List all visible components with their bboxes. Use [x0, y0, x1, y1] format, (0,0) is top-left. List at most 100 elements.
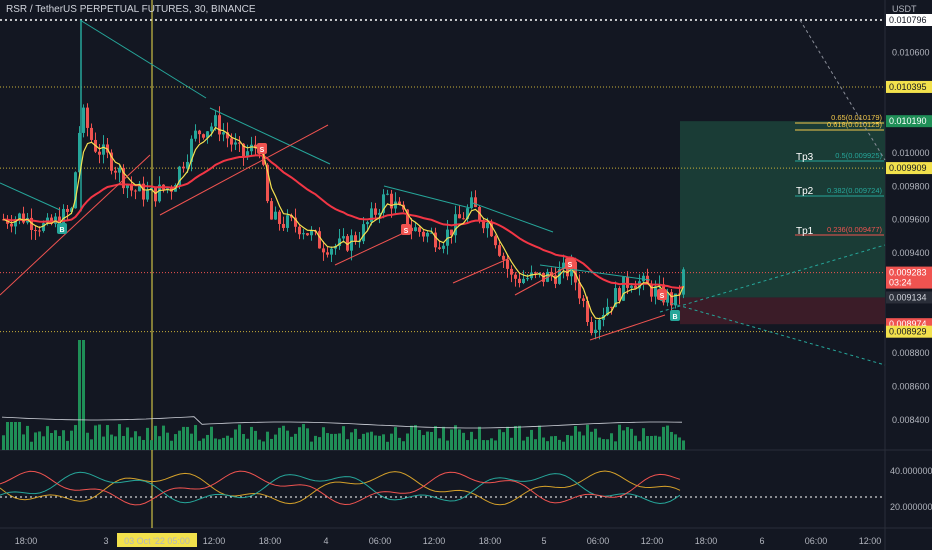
oscillator-line-yellow: [0, 470, 681, 506]
candle-body: [466, 208, 469, 220]
candle-body: [630, 285, 633, 288]
volume-bar: [258, 439, 261, 450]
candle-body: [246, 151, 249, 157]
candle-body: [346, 236, 349, 251]
time-tick-label: 12:00: [641, 536, 664, 546]
volume-bar: [74, 425, 77, 450]
volume-bar: [638, 441, 641, 450]
candle-body: [498, 245, 501, 256]
candle-body: [578, 282, 581, 299]
volume-bar: [498, 429, 501, 450]
volume-bar: [310, 441, 313, 450]
time-tick-label: 18:00: [695, 536, 718, 546]
candle-body: [590, 322, 593, 334]
candle-body: [614, 288, 617, 308]
volume-bar: [210, 426, 213, 450]
candle-body: [318, 231, 321, 249]
candle-body: [626, 276, 629, 288]
time-tick-label: 06:00: [587, 536, 610, 546]
volume-bar: [326, 433, 329, 450]
candle-body: [34, 230, 37, 232]
volume-bar: [46, 426, 49, 450]
volume-bar: [450, 429, 453, 450]
volume-bar: [674, 434, 677, 450]
volume-bar: [78, 340, 81, 450]
crosshair-time-badge-bg: [117, 533, 197, 547]
volume-bar: [190, 433, 193, 450]
volume-bar: [374, 435, 377, 450]
stop-level-badge: 0.008974: [889, 319, 927, 329]
trendline-3: [383, 185, 471, 209]
time-tick-label: 18:00: [479, 536, 502, 546]
volume-ma-line: [1, 416, 683, 429]
candle-body: [398, 201, 401, 205]
currency-label: USDT: [892, 4, 917, 14]
candle-body: [190, 138, 193, 162]
candle-body: [278, 211, 281, 224]
volume-bar: [342, 426, 345, 450]
candle-body: [114, 170, 117, 173]
volume-bar: [346, 439, 349, 450]
candle-body: [274, 211, 277, 220]
oscillator-line-green: [0, 471, 681, 505]
entry-level-badge-bg: [886, 291, 932, 304]
candle-body: [542, 272, 545, 282]
candle-body: [198, 130, 201, 135]
volume-bar: [682, 440, 685, 450]
candle-body: [442, 245, 445, 249]
signal-label: B: [672, 314, 677, 321]
volume-bar: [138, 436, 141, 450]
volume-bar: [42, 436, 45, 450]
price-tick-label: 0.009600: [892, 215, 930, 225]
candle-body: [674, 293, 677, 306]
volume-bar: [382, 434, 385, 450]
candle-body: [194, 130, 197, 139]
candle-body: [366, 222, 369, 225]
yellow-level-badge-2-bg: [886, 162, 932, 175]
volume-bar: [406, 433, 409, 450]
candle-body: [42, 223, 45, 231]
candle-body: [670, 292, 673, 306]
volume-bar: [242, 434, 245, 450]
candle-body: [502, 255, 505, 260]
candle-body: [158, 184, 161, 202]
volume-bar: [146, 427, 149, 450]
candle-body: [386, 193, 389, 195]
candle-body: [254, 144, 257, 149]
volume-bar: [478, 426, 481, 450]
candle-body: [450, 229, 453, 236]
volume-bar: [218, 439, 221, 450]
candle-body: [18, 213, 21, 220]
candle-body: [294, 217, 297, 227]
candle-body: [394, 201, 397, 209]
volume-bar: [634, 435, 637, 450]
candle-body: [510, 268, 513, 275]
volume-bar: [214, 438, 217, 450]
volume-bar: [262, 441, 265, 450]
candle-body: [90, 127, 93, 140]
volume-bar: [142, 439, 145, 450]
volume-bar: [390, 433, 393, 450]
volume-bar: [94, 425, 97, 450]
candle-body: [202, 134, 205, 138]
candle-body: [186, 161, 189, 169]
volume-bar: [298, 427, 301, 450]
candle-body: [390, 193, 393, 209]
volume-bar: [250, 426, 253, 450]
volume-bar: [642, 428, 645, 450]
candle-body: [594, 329, 597, 334]
buy-signal-badge: [670, 310, 680, 321]
volume-bar: [322, 427, 325, 450]
volume-bar: [614, 441, 617, 450]
candle-body: [434, 232, 437, 248]
volume-bar: [602, 439, 605, 450]
volume-bar: [114, 436, 117, 450]
candle-body: [414, 227, 417, 232]
candle-body: [410, 227, 413, 232]
candle-body: [142, 183, 145, 200]
volume-bar: [666, 425, 669, 450]
signal-label: B: [59, 227, 64, 234]
current-price-badge: 0.009283: [889, 268, 927, 278]
candle-body: [618, 288, 621, 301]
